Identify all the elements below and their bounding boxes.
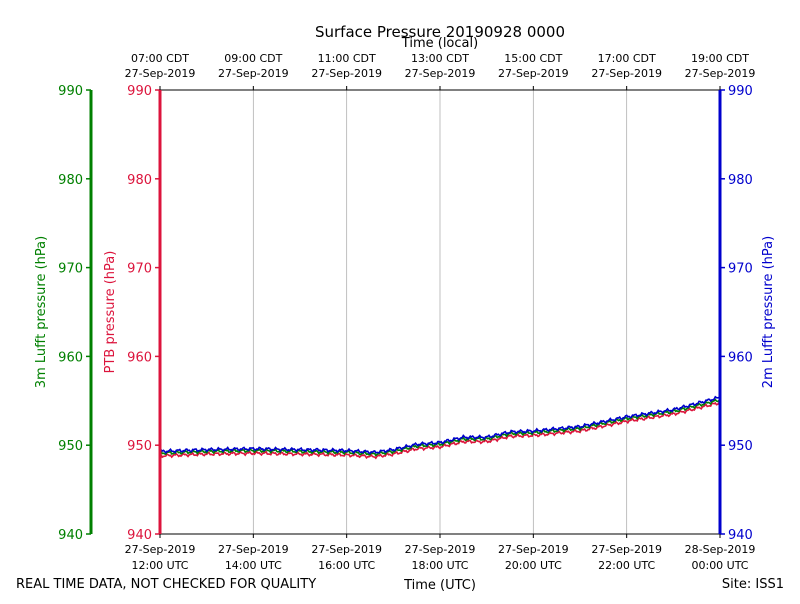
- bottom-tick-label-date: 27-Sep-2019: [218, 543, 289, 556]
- inner-left-tick-label: 950: [127, 439, 152, 454]
- bottom-tick-label-date: 27-Sep-2019: [498, 543, 569, 556]
- top-tick-label-date: 27-Sep-2019: [685, 67, 756, 80]
- outer-left-tick-label: 980: [58, 173, 83, 188]
- series-line-ptb-pressure: [159, 401, 721, 460]
- top-tick-label-time: 17:00 CDT: [598, 52, 656, 65]
- right-tick-label: 990: [728, 84, 753, 99]
- top-tick-label-time: 19:00 CDT: [691, 52, 749, 65]
- top-axis-label: Time (local): [401, 36, 478, 51]
- top-tick-label-time: 13:00 CDT: [411, 52, 469, 65]
- outer-left-tick-label: 940: [58, 528, 83, 543]
- right-tick-label: 950: [728, 439, 753, 454]
- right-tick-label: 960: [728, 350, 753, 365]
- top-tick-label-date: 27-Sep-2019: [311, 67, 382, 80]
- top-tick-label-date: 27-Sep-2019: [405, 67, 476, 80]
- outer-left-tick-label: 960: [58, 350, 83, 365]
- quality-note: REAL TIME DATA, NOT CHECKED FOR QUALITY: [16, 577, 316, 592]
- inner-left-tick-label: 940: [127, 528, 152, 543]
- bottom-tick-label-date: 28-Sep-2019: [685, 543, 756, 556]
- inner-left-axis-label: PTB pressure (hPa): [103, 251, 118, 374]
- bottom-axis-label: Time (UTC): [403, 578, 476, 593]
- outer-left-tick-label: 970: [58, 262, 83, 277]
- right-tick-label: 980: [728, 173, 753, 188]
- right-tick-label: 970: [728, 262, 753, 277]
- bottom-tick-label-date: 27-Sep-2019: [405, 543, 476, 556]
- x-tick-labels: 07:00 CDT 27-Sep-2019 27-Sep-2019 12:00 UTC…: [125, 52, 756, 572]
- inner-left-tick-label: 970: [127, 262, 152, 277]
- bottom-tick-label-time: 22:00 UTC: [598, 559, 655, 572]
- bottom-tick-label-time: 14:00 UTC: [225, 559, 282, 572]
- top-tick-label-date: 27-Sep-2019: [591, 67, 662, 80]
- bottom-tick-label-time: 20:00 UTC: [505, 559, 562, 572]
- top-tick-label-date: 27-Sep-2019: [218, 67, 289, 80]
- top-tick-label-time: 09:00 CDT: [224, 52, 282, 65]
- inner-left-tick-label: 960: [127, 350, 152, 365]
- grid-lines: [252, 90, 628, 534]
- right-axis-label: 2m Lufft pressure (hPa): [761, 236, 776, 388]
- bottom-tick-label-date: 27-Sep-2019: [125, 543, 196, 556]
- top-tick-label-time: 07:00 CDT: [131, 52, 189, 65]
- right-tick-label: 940: [728, 528, 753, 543]
- bottom-tick-label-time: 12:00 UTC: [131, 559, 188, 572]
- top-tick-label-time: 15:00 CDT: [504, 52, 562, 65]
- inner-left-tick-label: 990: [127, 84, 152, 99]
- chart-title: Surface Pressure 20190928 0000: [315, 23, 565, 41]
- site-label: Site: ISS1: [722, 577, 784, 592]
- top-tick-label-date: 27-Sep-2019: [125, 67, 196, 80]
- top-tick-label-date: 27-Sep-2019: [498, 67, 569, 80]
- series-lines: [159, 395, 721, 460]
- bottom-tick-label-time: 16:00 UTC: [318, 559, 375, 572]
- bottom-tick-label-date: 27-Sep-2019: [311, 543, 382, 556]
- series-line-2m-lufft-pressure: [159, 395, 721, 455]
- bottom-tick-label-time: 00:00 UTC: [691, 559, 748, 572]
- outer-left-tick-label: 990: [58, 84, 83, 99]
- bottom-tick-label-time: 18:00 UTC: [411, 559, 468, 572]
- series-line-3m-lufft-pressure: [159, 398, 721, 457]
- outer-left-tick-label: 950: [58, 439, 83, 454]
- outer-left-axis-label: 3m Lufft pressure (hPa): [34, 236, 49, 388]
- top-tick-label-time: 11:00 CDT: [318, 52, 376, 65]
- inner-left-tick-label: 980: [127, 173, 152, 188]
- axes: 940 950 960 970 980 990 3m Lufft pressure (hPa…: [34, 84, 776, 543]
- bottom-tick-label-date: 27-Sep-2019: [591, 543, 662, 556]
